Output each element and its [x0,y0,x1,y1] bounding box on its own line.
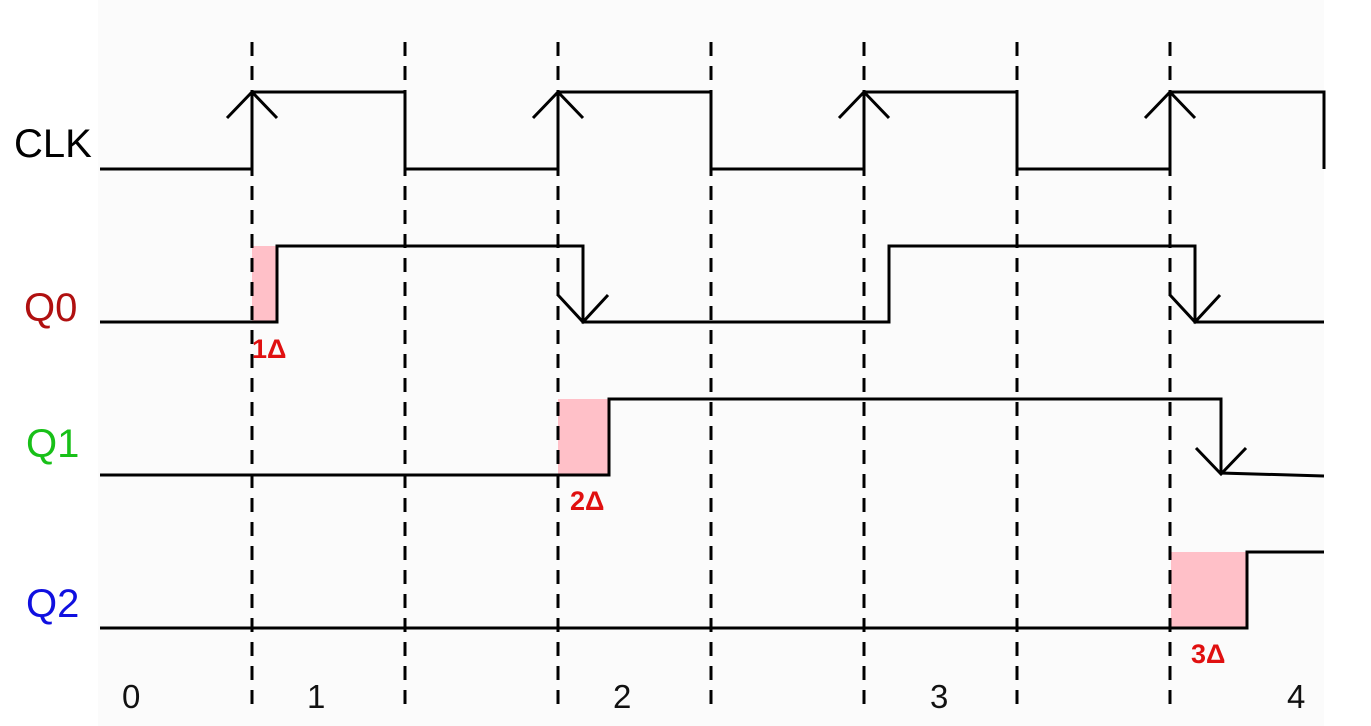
clk-arrow-1 [225,89,279,120]
clk-arrow-2 [531,89,585,120]
q0-waveform [100,244,1324,324]
signal-label-q1: Q1 [26,422,80,466]
q1-arrow-1 [1194,446,1248,477]
clk-rising-arrows [225,89,1197,120]
delay-label-1: 1Δ [252,334,287,364]
count-label-3: 3 [930,678,949,715]
signal-label-clk: CLK [14,122,92,166]
delay-label-2: 2Δ [570,486,605,516]
q0-falling-arrows [556,293,1222,325]
count-label-1: 1 [307,678,326,715]
delay-box-q1 [558,399,609,475]
count-label-0: 0 [122,678,141,715]
q0-arrow-1 [556,293,610,325]
count-label-4: 4 [1287,678,1306,715]
q0-arrow-2 [1168,293,1222,325]
delay-box-q2 [1171,552,1247,629]
clk-arrow-3 [837,89,891,120]
edge-guides [250,42,1172,710]
q2-waveform [100,550,1324,630]
count-label-2: 2 [613,678,632,715]
delay-box-q0 [252,246,277,323]
q1-waveform [100,397,1325,478]
signal-label-q0: Q0 [24,286,78,330]
signal-label-q2: Q2 [26,582,80,626]
delay-label-3: 3Δ [1191,639,1226,669]
clk-arrow-4 [1143,89,1197,120]
clk-waveform [100,90,1326,171]
